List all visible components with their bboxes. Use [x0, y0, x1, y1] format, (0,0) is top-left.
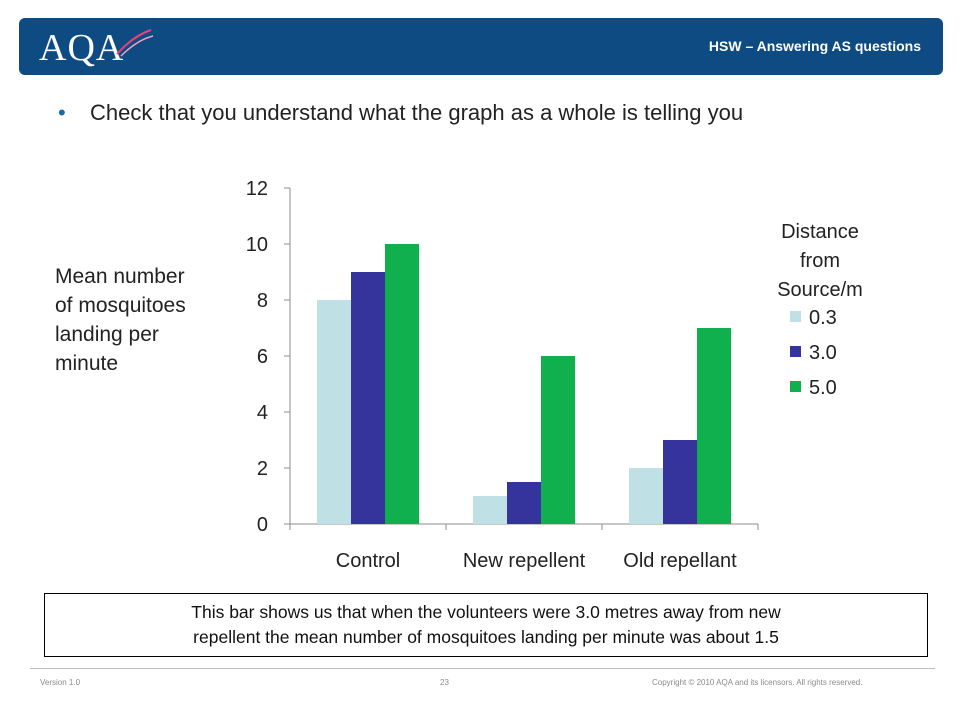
y-tick-label: 4: [257, 402, 268, 424]
callout-box: This bar shows us that when the voluntee…: [44, 593, 928, 657]
logo-swoosh-icon: [116, 29, 154, 57]
y-axis-label: Mean number of mosquitoes landing per mi…: [55, 262, 235, 378]
callout-line: This bar shows us that when the voluntee…: [191, 602, 781, 622]
legend-label: 0.3: [809, 307, 837, 329]
legend-item: 0.3: [790, 307, 837, 330]
y-tick-label: 12: [246, 178, 268, 200]
y-axis-label-line: minute: [55, 352, 119, 375]
legend-label: 5.0: [809, 377, 837, 399]
callout-line: repellent the mean number of mosquitoes …: [193, 627, 779, 647]
aqa-logo: AQA: [39, 27, 125, 69]
bar-control-5-0: [385, 244, 419, 524]
legend-swatch: [790, 381, 801, 392]
bar-chart: 0 2 4 6 8 10 12 Control New repellent Old repella…: [246, 178, 759, 572]
legend-title-line: Distance: [781, 221, 859, 243]
y-tick-label: 8: [257, 290, 268, 312]
footer-divider: [30, 668, 935, 669]
x-tick-label: Control: [336, 550, 400, 572]
y-axis-label-line: landing per: [55, 323, 159, 346]
header-bar: AQA HSW – Answering AS questions: [19, 18, 943, 75]
legend-item: 3.0: [790, 342, 837, 365]
bar-new-repellent-5-0: [541, 356, 575, 524]
footer-copyright: Copyright © 2010 AQA and its licensors. …: [652, 678, 863, 687]
y-axis-label-line: of mosquitoes: [55, 294, 186, 317]
y-tick-label: 0: [257, 514, 268, 536]
bar-old-repellant-3-0: [663, 440, 697, 524]
bar-new-repellent-3-0: [507, 482, 541, 524]
footer-version: Version 1.0: [40, 678, 81, 687]
footer-page-number: 23: [440, 678, 449, 687]
bar-old-repellant-5-0: [697, 328, 731, 524]
legend-item: 5.0: [790, 377, 837, 400]
y-tick-label: 2: [257, 458, 268, 480]
x-tick-label: Old repellant: [623, 550, 737, 572]
bar-control-0-3: [317, 300, 351, 524]
legend-label: 3.0: [809, 342, 837, 364]
legend-swatch: [790, 311, 801, 322]
y-axis-label-line: Mean number: [55, 265, 185, 288]
y-tick-label: 6: [257, 346, 268, 368]
x-tick-label: New repellent: [463, 550, 586, 572]
y-tick-label: 10: [246, 234, 268, 256]
bullet-text: Check that you understand what the graph…: [90, 100, 744, 125]
legend-title: Distance from Source/m: [760, 218, 880, 305]
header-title: HSW – Answering AS questions: [708, 38, 921, 54]
legend-title-line: from: [800, 250, 840, 272]
legend-swatch: [790, 346, 801, 357]
legend-title-line: Source/m: [777, 279, 863, 301]
bullet-icon: •: [58, 100, 66, 125]
bar-control-3-0: [351, 272, 385, 524]
bar-old-repellant-0-3: [629, 468, 663, 524]
bar-new-repellent-0-3: [473, 496, 507, 524]
